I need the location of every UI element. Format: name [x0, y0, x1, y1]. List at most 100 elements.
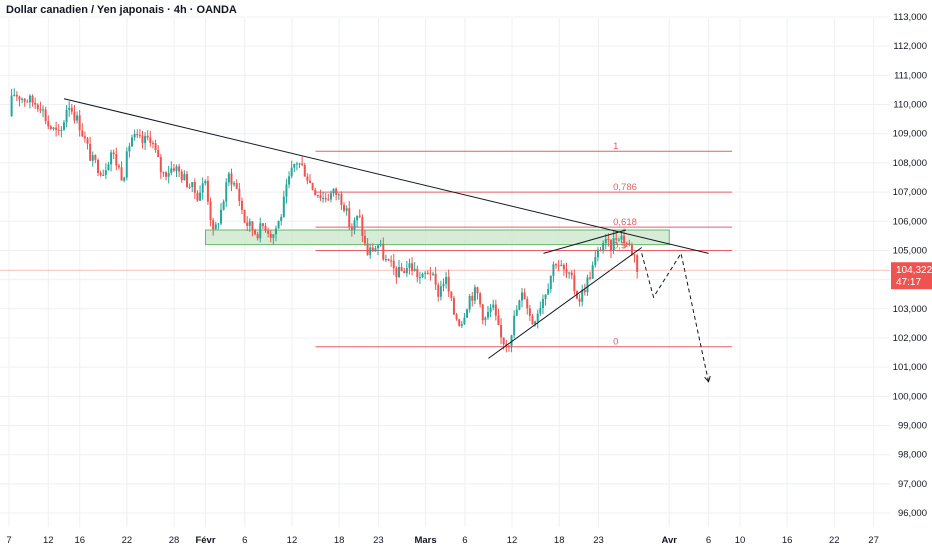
candle-body — [248, 221, 251, 226]
candle-body — [10, 95, 13, 117]
candle-body — [256, 234, 259, 239]
candle-body — [157, 149, 160, 158]
time-tick-label: 23 — [593, 535, 604, 546]
candle-body — [301, 163, 304, 165]
candle-body — [227, 173, 230, 183]
candle-body — [49, 126, 52, 129]
projection-line[interactable] — [641, 252, 710, 382]
candle-body — [384, 259, 387, 261]
fibonacci-retracement[interactable]: 1 0,786 0,618 0,5 0 — [315, 141, 733, 348]
candle-body — [269, 233, 272, 238]
candle-body — [395, 268, 398, 277]
candle-body — [609, 239, 612, 252]
candle-body — [599, 249, 602, 251]
candle-body — [206, 180, 209, 202]
candle-body — [468, 295, 471, 310]
candle-body — [332, 188, 335, 194]
candle-body — [280, 216, 283, 221]
candle-body — [36, 104, 39, 109]
candle-body — [416, 268, 419, 278]
candle-body — [246, 222, 249, 226]
candle-body — [220, 209, 223, 224]
candle-body — [28, 95, 31, 103]
candle-body — [405, 267, 408, 274]
candle-body — [290, 167, 293, 177]
candle-body — [141, 135, 144, 144]
time-tick-label: 10 — [735, 535, 746, 546]
candle-body — [528, 308, 531, 316]
candle-body — [308, 180, 311, 183]
candle-body — [426, 272, 429, 274]
time-tick-label: 27 — [868, 535, 879, 546]
candle-body — [298, 163, 301, 165]
candle-body — [617, 239, 620, 241]
time-axis[interactable]: 7 12 16 22 28 Févr 6 12 18 23 Mars 6 12 18 23 Avr 6 10 16 2… — [0, 527, 932, 550]
zone-rect[interactable] — [205, 229, 670, 246]
candle-body — [557, 265, 560, 267]
support-resistance-zone[interactable] — [205, 229, 670, 246]
candle-body — [285, 184, 288, 197]
candle-body — [230, 173, 233, 185]
price-tick-label: 107,000 — [893, 187, 927, 198]
candle-body — [481, 304, 484, 321]
candle-body — [243, 209, 246, 223]
candle-body — [316, 195, 319, 197]
candle-body — [44, 109, 47, 122]
candle-body — [254, 230, 257, 235]
candle-body — [544, 294, 547, 299]
candle-body — [489, 307, 492, 312]
candle-body — [183, 174, 186, 181]
price-tick-label: 96,000 — [898, 508, 927, 519]
projection-path[interactable] — [641, 252, 711, 383]
candle-body — [623, 235, 626, 244]
candle-body — [507, 346, 510, 348]
price-tick-label: 108,000 — [893, 158, 927, 169]
trendline[interactable] — [543, 229, 627, 254]
candle-body — [455, 314, 458, 320]
candle-body — [484, 317, 487, 321]
candle-body — [510, 335, 513, 347]
candle-body — [89, 143, 92, 161]
price-tick-label: 109,000 — [893, 129, 927, 140]
candle-body — [23, 98, 26, 102]
candle-body — [34, 102, 37, 105]
candle-body — [73, 111, 76, 121]
last-price-badge: 104,322 47:17 — [891, 262, 932, 290]
time-tick-label: 28 — [169, 535, 180, 546]
candle-body — [70, 107, 73, 112]
time-tick-label: 12 — [507, 535, 518, 546]
price-tick-label: 99,000 — [898, 421, 927, 432]
candle-body — [348, 208, 351, 227]
candle-body — [120, 167, 123, 181]
candle-body — [21, 98, 24, 100]
trendlines[interactable] — [63, 98, 709, 359]
candle-body — [463, 317, 466, 325]
candle-body — [445, 276, 448, 284]
price-tick-label: 105,000 — [893, 245, 927, 256]
candle-body — [411, 263, 414, 272]
trendline[interactable] — [488, 247, 643, 359]
candle-body — [96, 159, 99, 173]
candle-body — [99, 172, 102, 176]
price-tick-label: 102,000 — [893, 333, 927, 344]
candle-body — [345, 208, 348, 211]
price-tick-label: 111,000 — [894, 70, 927, 81]
price-tick-label: 110,000 — [893, 100, 927, 111]
candle-body — [534, 321, 537, 325]
candle-body — [196, 192, 199, 201]
candle-body — [568, 272, 571, 274]
candle-body — [39, 108, 42, 111]
candle-body — [612, 238, 615, 252]
candle-body — [392, 260, 395, 269]
candle-body — [311, 182, 314, 190]
candle-body — [94, 155, 97, 160]
candle-body — [390, 260, 393, 262]
fib-level-label: 0 — [613, 337, 618, 348]
candle-body — [133, 133, 136, 138]
time-tick-label: 22 — [829, 535, 840, 546]
candle-body — [282, 196, 285, 217]
trendline[interactable] — [63, 98, 709, 254]
candle-body — [288, 176, 291, 185]
